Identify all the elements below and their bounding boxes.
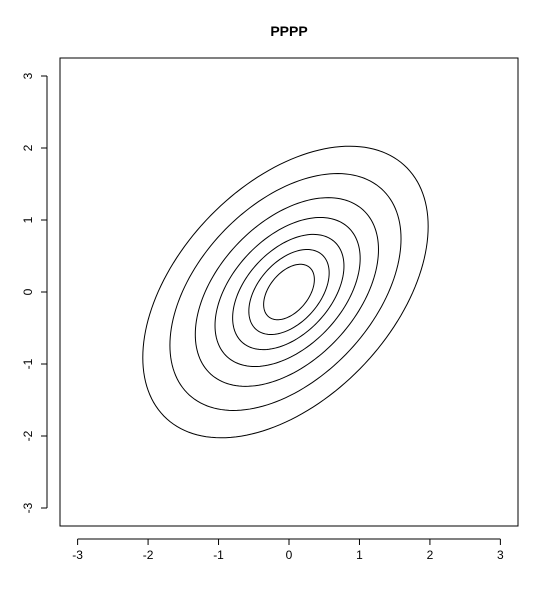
plot-frame <box>59 57 519 527</box>
contour-line-1 <box>142 145 429 439</box>
y-tick-label: 3 <box>21 72 35 79</box>
y-tick-label: -1 <box>21 358 35 369</box>
contour-line-5 <box>232 233 345 351</box>
x-tick-label: 3 <box>497 548 504 562</box>
y-tick-label: -2 <box>21 430 35 441</box>
x-tick-label: -1 <box>213 548 224 562</box>
contour-line-3 <box>194 197 379 387</box>
y-tick-label: 0 <box>21 288 35 295</box>
y-tick-label: -3 <box>21 502 35 513</box>
x-tick-label: -2 <box>143 548 154 562</box>
x-tick-label: 0 <box>286 548 293 562</box>
x-tick-label: 1 <box>356 548 363 562</box>
contour-line-2 <box>169 173 402 411</box>
contour-line-7 <box>263 263 315 321</box>
y-tick-label: 2 <box>21 144 35 151</box>
x-axis: -3 -2 -1 0 1 2 3 <box>72 538 504 562</box>
x-tick-label: 2 <box>427 548 434 562</box>
x-tick-label: -3 <box>72 548 83 562</box>
contour-line-4 <box>214 216 361 368</box>
y-axis: -3 -2 -1 0 1 2 3 <box>21 72 48 513</box>
chart-title: PPPP <box>270 23 307 39</box>
contour-lines <box>142 145 429 439</box>
y-tick-label: 1 <box>21 216 35 223</box>
contour-line-6 <box>248 249 330 335</box>
